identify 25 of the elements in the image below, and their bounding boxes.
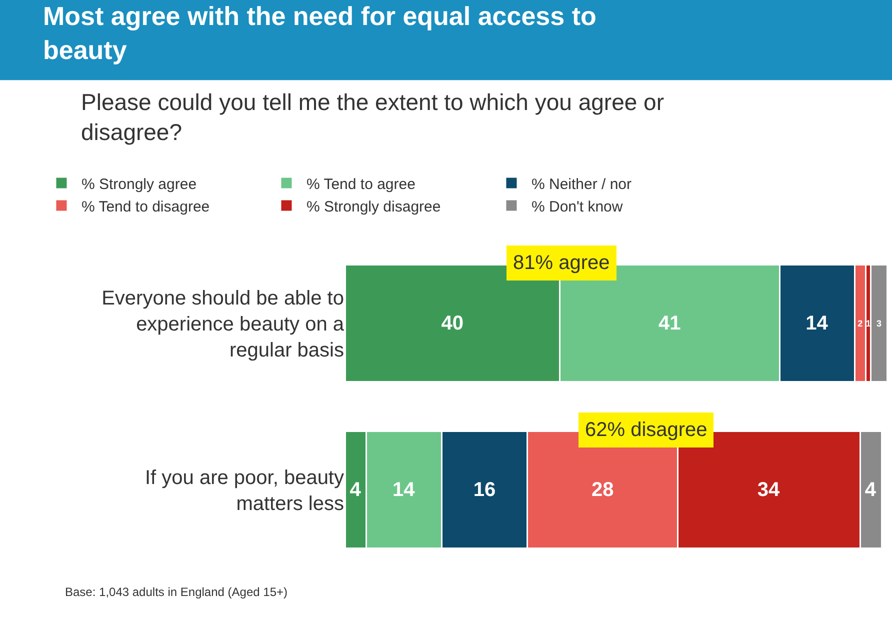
data-label: 2 xyxy=(858,318,863,328)
data-label: 40 xyxy=(441,312,464,334)
data-label: 14 xyxy=(392,478,416,501)
y-tick-label: Everyone should be able to experience beauty on a regular basis xyxy=(102,287,345,362)
data-label: 3 xyxy=(876,318,882,328)
legend-label: % Tend to agree xyxy=(306,176,416,193)
data-label: 28 xyxy=(591,478,614,501)
legend-label: % Tend to disagree xyxy=(81,198,210,216)
chart-title: Most agree with the need for equal access to beauty xyxy=(43,1,596,65)
data-label: 34 xyxy=(757,478,780,501)
chart-subtitle: Please could you tell me the extent to which you agree or disagree? xyxy=(81,89,664,145)
text: Base: 1,043 adults in England (Aged 15+) xyxy=(65,585,288,599)
annotation: 81% agree xyxy=(513,252,610,274)
legend-label: % Strongly agree xyxy=(81,176,197,193)
data-label: 1 xyxy=(866,318,871,328)
data-label: 4 xyxy=(864,478,877,501)
y-tick-label: If you are poor, beauty matters less xyxy=(144,466,344,515)
data-label: 41 xyxy=(658,312,681,334)
legend-label: % Neither / nor xyxy=(531,176,632,193)
legend-label: % Don't know xyxy=(531,198,623,216)
data-label: 14 xyxy=(806,312,829,334)
legend-label: % Strongly disagree xyxy=(306,198,441,216)
annotation: 62% disagree xyxy=(585,419,708,441)
data-label: 16 xyxy=(473,478,496,501)
data-label: 4 xyxy=(350,478,362,501)
